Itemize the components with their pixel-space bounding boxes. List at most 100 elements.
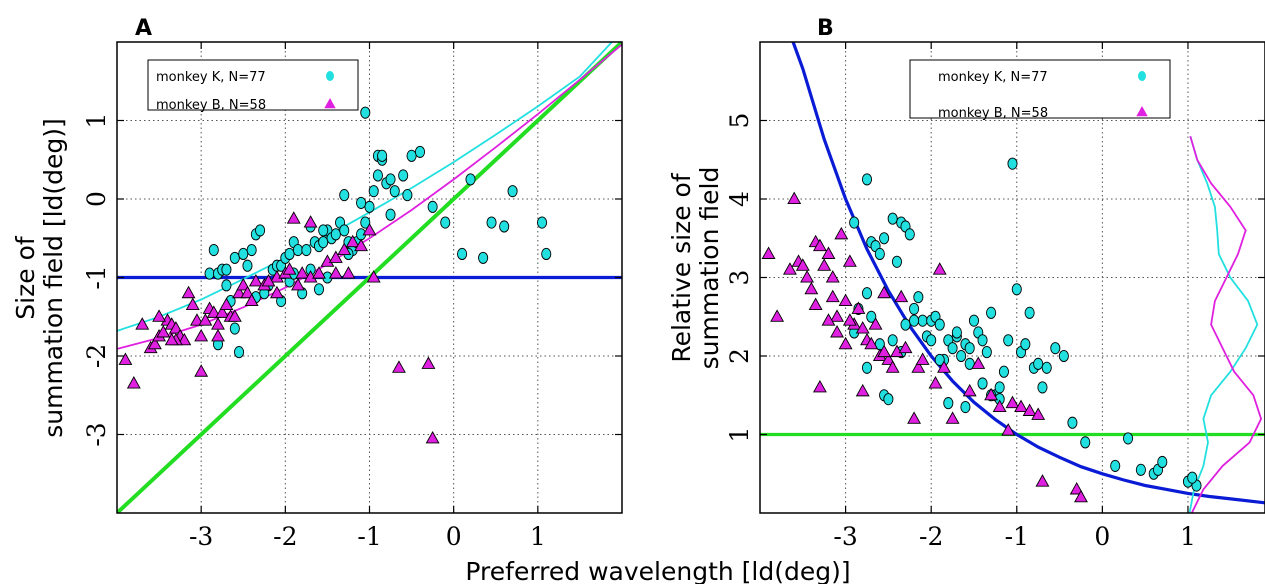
data-point-monkey-k — [356, 196, 367, 209]
panel-b-density-curves — [1188, 135, 1263, 513]
data-point-monkey-k — [465, 173, 476, 186]
data-point-monkey-k — [536, 216, 548, 229]
data-point-monkey-b — [282, 262, 297, 275]
data-point-monkey-k — [1123, 432, 1134, 445]
data-point-monkey-b — [808, 297, 823, 310]
data-point-monkey-k — [909, 302, 920, 315]
panel-b-points — [761, 157, 1202, 503]
data-point-monkey-b — [152, 309, 167, 322]
data-point-monkey-b — [286, 211, 301, 224]
data-point-monkey-k — [879, 232, 890, 245]
data-point-monkey-b — [1074, 489, 1088, 503]
panel-a-y-title-line2: summation field [ld(deg)] — [39, 118, 68, 438]
data-point-monkey-b — [269, 285, 284, 299]
data-point-monkey-k — [457, 247, 468, 260]
data-point-monkey-k — [377, 149, 388, 162]
legend-box — [147, 59, 359, 111]
x-tick-label: -2 — [919, 522, 943, 551]
fit-curve — [791, 42, 1265, 505]
legend-marker-circle — [1138, 71, 1146, 81]
panel-a-points — [118, 106, 552, 444]
panel-b: -3 -2 -1 0 1 1 2 3 4 5 monkey K, N=77 monkey B, N=… — [667, 16, 1265, 551]
panel-a-label: A — [135, 16, 152, 41]
data-point-monkey-b — [425, 431, 440, 444]
data-point-monkey-b — [937, 360, 951, 373]
data-point-monkey-b — [855, 383, 870, 397]
data-point-monkey-b — [885, 360, 900, 373]
data-point-monkey-k — [913, 291, 924, 304]
data-point-monkey-k — [440, 216, 451, 229]
data-point-monkey-k — [360, 216, 371, 229]
data-point-monkey-k — [917, 314, 928, 327]
data-point-monkey-k — [339, 224, 350, 237]
y-tick-label: 1 — [725, 427, 754, 443]
data-point-monkey-b — [795, 258, 810, 271]
data-point-monkey-k — [486, 216, 497, 229]
data-point-monkey-b — [198, 313, 213, 326]
data-point-monkey-k — [887, 212, 898, 225]
data-point-monkey-k — [360, 106, 371, 119]
data-point-monkey-b — [156, 325, 171, 338]
data-point-monkey-k — [406, 149, 417, 162]
data-point-monkey-k — [1135, 463, 1146, 476]
data-point-monkey-b — [945, 411, 960, 424]
data-point-monkey-b — [761, 246, 776, 259]
data-point-monkey-k — [1080, 436, 1091, 449]
data-point-monkey-b — [1022, 403, 1037, 416]
data-point-monkey-k — [909, 314, 920, 327]
data-point-monkey-k — [1020, 338, 1031, 351]
data-point-monkey-b — [770, 309, 785, 322]
data-point-monkey-b — [821, 246, 836, 259]
data-point-monkey-k — [861, 361, 873, 374]
data-point-monkey-k — [255, 224, 266, 237]
data-point-monkey-k — [229, 251, 240, 264]
data-point-monkey-k — [968, 314, 980, 327]
data-point-monkey-k — [385, 208, 396, 221]
data-point-monkey-k — [1011, 283, 1022, 296]
data-point-monkey-b — [392, 360, 406, 373]
data-point-monkey-b — [962, 383, 977, 397]
data-point-monkey-b — [211, 328, 225, 342]
data-point-monkey-b — [190, 313, 204, 326]
x-tick-label: -3 — [833, 522, 857, 551]
data-point-monkey-b — [303, 215, 318, 228]
data-point-monkey-k — [1067, 416, 1078, 429]
data-point-monkey-k — [986, 306, 997, 319]
data-point-monkey-k — [1050, 342, 1061, 355]
data-point-monkey-b — [984, 387, 999, 401]
data-point-monkey-k — [242, 259, 253, 272]
data-point-monkey-k — [887, 334, 898, 347]
data-point-monkey-k — [229, 322, 240, 335]
legend-marker-triangle — [1136, 106, 1148, 117]
data-point-monkey-k — [221, 263, 232, 276]
panel-a: -3 -2 -1 0 1 -3 -2 -1 0 1 monkey K, N=77 monkey B,… — [11, 16, 623, 551]
data-point-monkey-b — [206, 305, 221, 318]
data-point-monkey-b — [898, 340, 913, 354]
data-point-monkey-b — [295, 266, 310, 279]
data-point-monkey-b — [838, 336, 853, 350]
data-point-monkey-k — [891, 255, 902, 268]
data-point-monkey-k — [414, 145, 426, 158]
legend-marker-circle — [326, 71, 334, 81]
y-tick-label: 2 — [725, 348, 754, 364]
data-point-monkey-k — [977, 334, 988, 347]
data-point-monkey-k — [874, 247, 885, 260]
data-point-monkey-k — [900, 318, 911, 331]
data-point-monkey-k — [977, 377, 988, 390]
data-point-monkey-k — [1041, 361, 1052, 374]
panel-b-ticks: -3 -2 -1 0 1 1 2 3 4 5 — [725, 42, 1265, 551]
data-point-monkey-k — [368, 185, 379, 198]
y-tick-label: -2 — [82, 344, 111, 368]
data-point-monkey-b — [1069, 482, 1084, 495]
data-point-monkey-b — [362, 222, 377, 236]
data-point-monkey-k — [1033, 357, 1044, 370]
density-curve — [1188, 135, 1259, 513]
data-point-monkey-b — [312, 266, 326, 279]
data-point-monkey-b — [804, 281, 819, 295]
data-point-monkey-b — [1014, 399, 1029, 413]
data-point-monkey-k — [318, 224, 329, 237]
data-point-monkey-b — [932, 262, 947, 275]
data-point-monkey-b — [851, 301, 866, 314]
data-point-monkey-k — [478, 251, 489, 264]
